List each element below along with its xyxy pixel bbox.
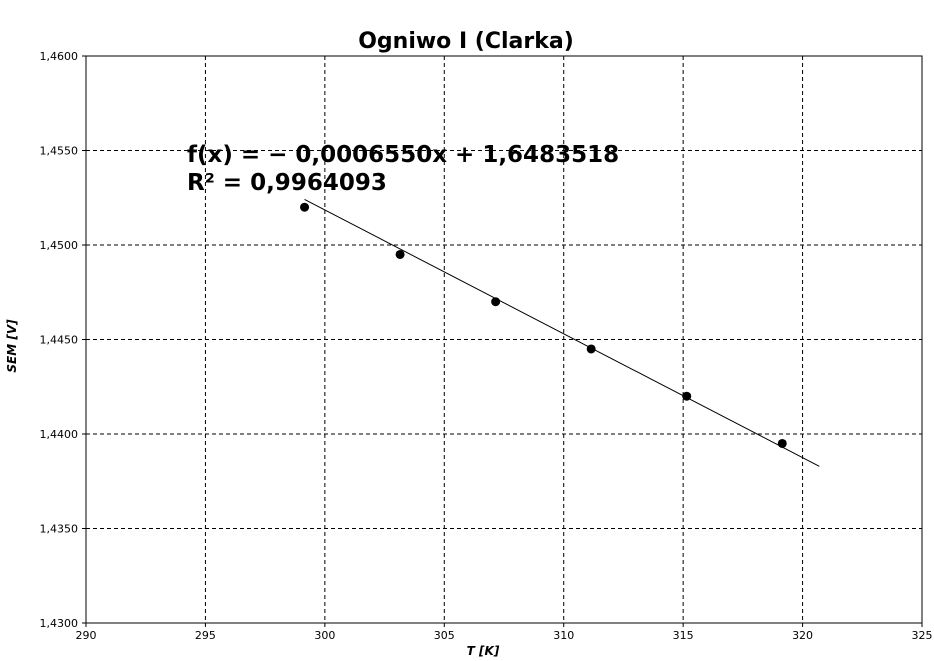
x-axis-ticks: 290 295 300 305 310 315 320 325 — [76, 623, 933, 642]
x-tick-label: 325 — [912, 629, 933, 642]
data-point — [300, 202, 310, 212]
data-point — [682, 391, 692, 401]
y-axis-label: SEM [V] — [5, 319, 19, 373]
chart-title: Ogniwo I (Clarka) — [358, 29, 574, 54]
trendline — [304, 199, 820, 467]
y-axis-ticks: 1,4300 1,4350 1,4400 1,4450 1,4500 1,4550 1,46… — [40, 50, 86, 630]
x-tick-label: 320 — [792, 629, 813, 642]
annotation-text: R² = 0,9964093 — [187, 170, 387, 196]
x-tick-label: 295 — [195, 629, 216, 642]
plot-frame — [85, 55, 923, 624]
data-point — [586, 344, 596, 354]
annotation-text: f(x) = − 0,0006550x + 1,6483518 — [187, 142, 619, 168]
y-tick-label: 1,4300 — [40, 617, 79, 630]
y-tick-label: 1,4400 — [40, 428, 79, 441]
grid — [86, 56, 922, 623]
x-axis-label: T [K] — [467, 644, 500, 658]
y-tick-label: 1,4600 — [40, 50, 79, 63]
data-point — [395, 249, 405, 259]
x-tick-label: 300 — [314, 629, 335, 642]
y-tick-label: 1,4350 — [40, 523, 79, 536]
x-tick-label: 305 — [434, 629, 455, 642]
x-tick-label: 315 — [673, 629, 694, 642]
data-point — [777, 438, 787, 448]
y-tick-label: 1,4500 — [40, 239, 79, 252]
x-tick-label: 290 — [76, 629, 97, 642]
x-tick-label: 310 — [553, 629, 574, 642]
data-points — [300, 202, 787, 448]
y-tick-label: 1,4450 — [40, 334, 79, 347]
data-point — [491, 297, 501, 307]
y-tick-label: 1,4550 — [40, 145, 79, 158]
